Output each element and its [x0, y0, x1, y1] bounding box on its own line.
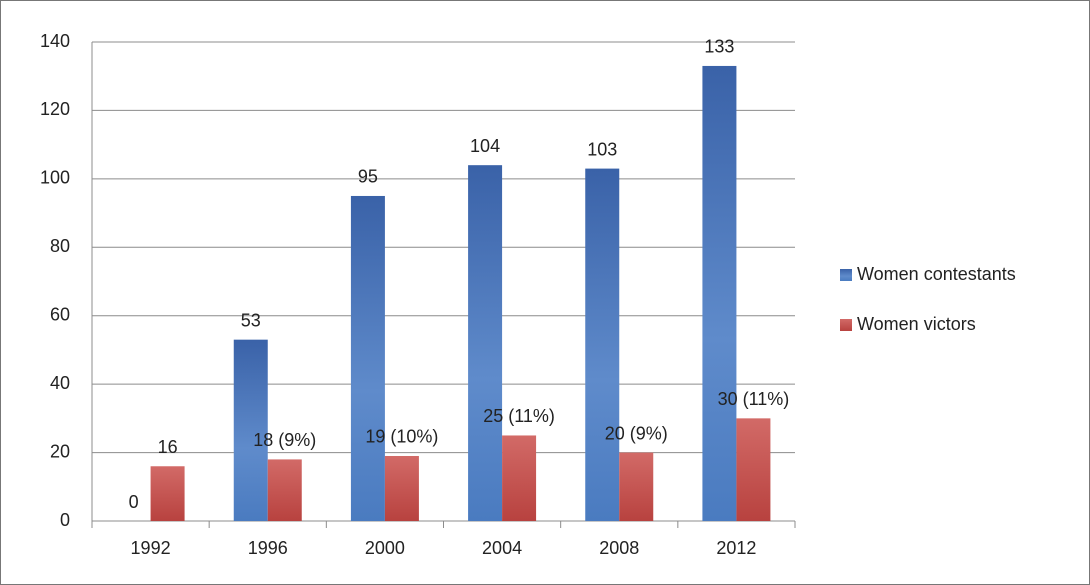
- x-tick-label: 2004: [482, 538, 522, 558]
- legend-swatch: [840, 269, 852, 281]
- data-label: 30 (11%): [718, 389, 790, 409]
- data-label: 53: [241, 310, 261, 330]
- bar: [619, 452, 654, 521]
- x-tick-label: 2000: [365, 538, 405, 558]
- y-tick-label: 20: [50, 441, 70, 461]
- bar: [468, 165, 503, 521]
- bar: [350, 195, 385, 521]
- data-label: 95: [358, 167, 378, 187]
- data-label: 103: [587, 139, 617, 159]
- y-tick-label: 80: [50, 236, 70, 256]
- legend-label: Women contestants: [857, 264, 1016, 284]
- bar: [150, 466, 185, 521]
- y-tick-label: 0: [60, 510, 70, 530]
- x-tick-label: 1996: [248, 538, 288, 558]
- y-tick-label: 140: [40, 31, 70, 51]
- y-tick-label: 100: [40, 168, 70, 188]
- bar: [502, 435, 537, 521]
- y-tick-label: 40: [50, 373, 70, 393]
- data-label: 104: [470, 136, 500, 156]
- data-label: 16: [158, 437, 178, 457]
- data-label: 19 (10%): [365, 427, 438, 447]
- bar: [267, 459, 302, 521]
- x-tick-label: 1992: [131, 538, 171, 558]
- data-label: 18 (9%): [253, 430, 316, 450]
- x-tick-label: 2012: [716, 538, 756, 558]
- bar: [736, 418, 771, 521]
- legend-swatch: [840, 319, 852, 331]
- bar: [702, 65, 737, 521]
- data-label: 25 (11%): [483, 406, 555, 426]
- data-label: 133: [704, 37, 734, 57]
- legend-label: Women victors: [857, 314, 976, 334]
- bar: [384, 455, 419, 521]
- y-tick-label: 120: [40, 99, 70, 119]
- bar: [585, 168, 620, 522]
- data-label: 0: [129, 492, 139, 512]
- data-label: 20 (9%): [605, 423, 668, 443]
- y-tick-label: 60: [50, 304, 70, 324]
- bar: [233, 339, 268, 521]
- x-tick-label: 2008: [599, 538, 639, 558]
